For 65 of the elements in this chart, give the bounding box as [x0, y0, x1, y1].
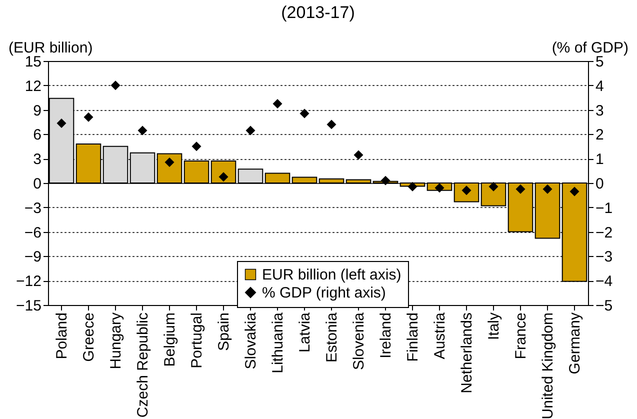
y2-tick-label: −3 — [596, 248, 613, 266]
y2-tick-label: −5 — [596, 298, 613, 314]
x-tick-label: Estonia — [324, 312, 340, 363]
point — [138, 126, 148, 136]
y2-tick-label: 5 — [596, 54, 604, 70]
y2-tick-label: −4 — [596, 273, 613, 290]
point — [272, 98, 282, 108]
point — [380, 176, 390, 186]
point — [246, 126, 256, 136]
y-tick-label: 6 — [33, 126, 42, 144]
x-tick-label: Latvia — [296, 312, 314, 353]
y-tick-label: −12 — [16, 273, 42, 290]
x-tick-label: Belgium — [162, 312, 178, 367]
y-tick-label: −6 — [24, 224, 42, 242]
y2-tick-label: 2 — [596, 126, 604, 144]
point — [488, 182, 498, 192]
x-tick-label: Finland — [404, 312, 422, 362]
point — [192, 142, 202, 152]
y2-tick-label: −2 — [596, 224, 613, 242]
x-tick-label: Czech Republic — [134, 312, 152, 418]
x-tick-label: Ireland — [378, 312, 394, 358]
x-tick-label: Slovenia — [350, 312, 368, 370]
y-tick-label: 9 — [33, 102, 42, 120]
y-tick-label: −9 — [24, 248, 42, 266]
y-tick-label: 15 — [24, 54, 42, 70]
x-tick-label: Portugal — [188, 312, 206, 368]
point — [570, 186, 580, 196]
point — [326, 120, 336, 130]
x-tick-label: Netherlands — [458, 312, 476, 394]
legend-label: EUR billion (left axis) — [262, 266, 402, 284]
y2-tick-label: 3 — [596, 102, 604, 120]
y2-tick-label: 0 — [596, 176, 604, 192]
point — [300, 108, 310, 118]
x-tick-label: Poland — [54, 312, 70, 360]
y-tick-label: 12 — [24, 78, 42, 95]
y2-tick-label: −1 — [596, 200, 613, 217]
point — [354, 150, 364, 160]
y-tick-label: −3 — [24, 200, 42, 217]
x-tick-label: Greece — [80, 312, 98, 362]
x-tick-label: France — [512, 312, 530, 360]
point — [110, 80, 120, 90]
x-tick-label: Slovakia — [242, 312, 260, 370]
point — [56, 118, 66, 128]
x-tick-label: Hungary — [108, 312, 124, 370]
point — [408, 182, 418, 192]
point — [164, 158, 174, 168]
x-tick-label: United Kingdom — [540, 312, 556, 419]
point — [542, 184, 552, 194]
point — [516, 184, 526, 194]
x-tick-label: Spain — [216, 312, 232, 351]
y2-tick-label: 4 — [596, 78, 604, 95]
point — [84, 112, 94, 122]
y2-axis-title: (% of GDP) — [552, 40, 628, 56]
y-tick-label: 3 — [33, 151, 42, 168]
chart-title: (2013-17) — [281, 3, 355, 22]
x-tick-label: Lithuania — [270, 312, 286, 374]
point — [434, 183, 444, 193]
x-tick-label: Italy — [486, 312, 502, 340]
x-tick-label: Germany — [566, 312, 584, 374]
x-tick-label: Austria — [432, 312, 448, 360]
y-tick-label: −15 — [16, 298, 42, 314]
y2-tick-label: 1 — [596, 151, 604, 168]
y-axis-title: (EUR billion) — [8, 40, 93, 56]
y-tick-label: 0 — [33, 176, 42, 192]
legend-label: % GDP (right axis) — [262, 284, 386, 302]
